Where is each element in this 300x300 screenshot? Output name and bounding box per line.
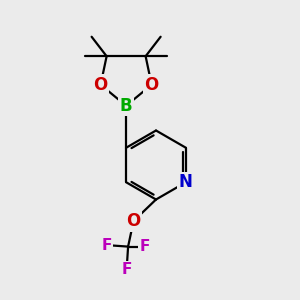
Text: O: O (126, 212, 141, 230)
Text: F: F (122, 262, 132, 278)
Text: O: O (145, 76, 159, 94)
Text: F: F (101, 238, 112, 253)
Text: B: B (120, 97, 132, 115)
Text: N: N (179, 173, 193, 191)
Text: O: O (94, 76, 108, 94)
Text: F: F (140, 239, 150, 254)
